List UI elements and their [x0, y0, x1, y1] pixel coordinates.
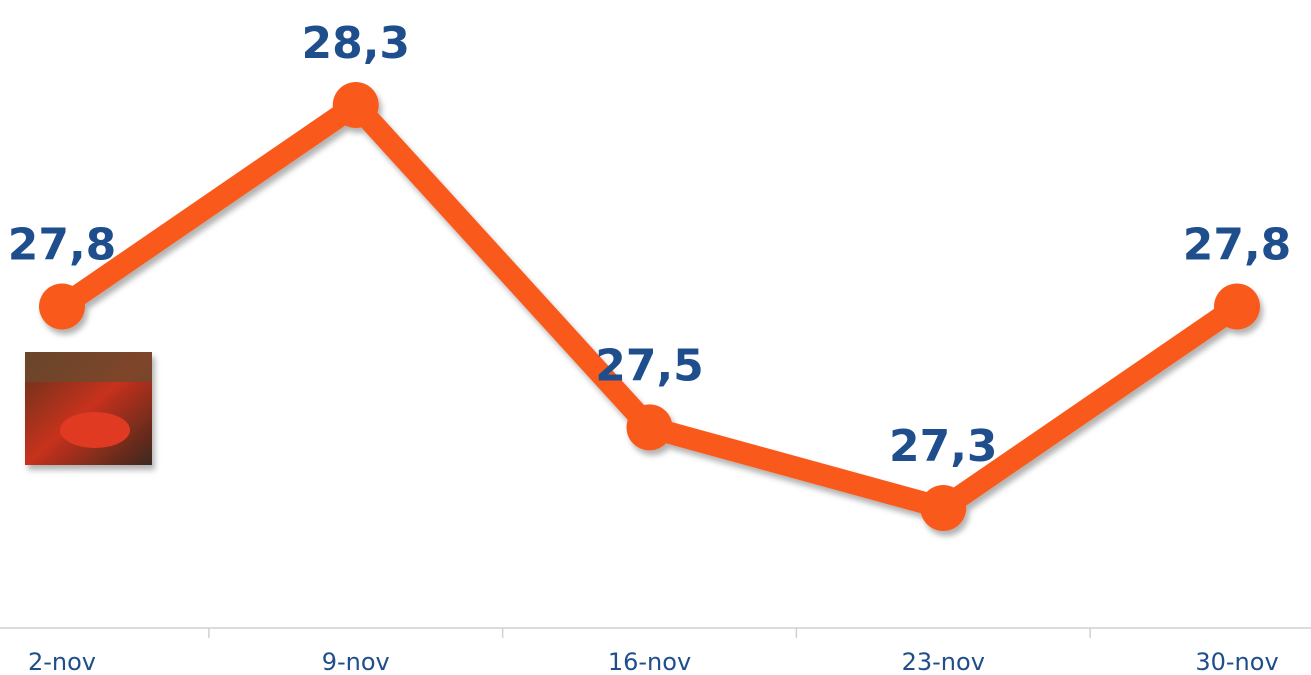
value-label: 27,5 [595, 340, 704, 391]
series [39, 82, 1260, 531]
photo [25, 352, 152, 465]
x-tick-label: 30-nov [1195, 648, 1278, 675]
marker [627, 404, 673, 450]
marker [39, 284, 85, 330]
value-label: 27,8 [8, 220, 117, 271]
x-tick-label: 9-nov [322, 648, 390, 675]
value-label: 28,3 [301, 18, 410, 69]
marker [920, 485, 966, 531]
x-tick-label: 23-nov [902, 648, 985, 675]
marker [1214, 284, 1260, 330]
marker [333, 82, 379, 128]
chart: 2-nov 9-nov 16-nov 23-nov 30-nov 27,8 28,3 27,5… [0, 0, 1311, 675]
x-tick-label: 2-nov [28, 648, 96, 675]
value-label: 27,3 [889, 421, 998, 472]
value-label: 27,8 [1183, 220, 1292, 271]
x-tick-label: 16-nov [608, 648, 691, 675]
